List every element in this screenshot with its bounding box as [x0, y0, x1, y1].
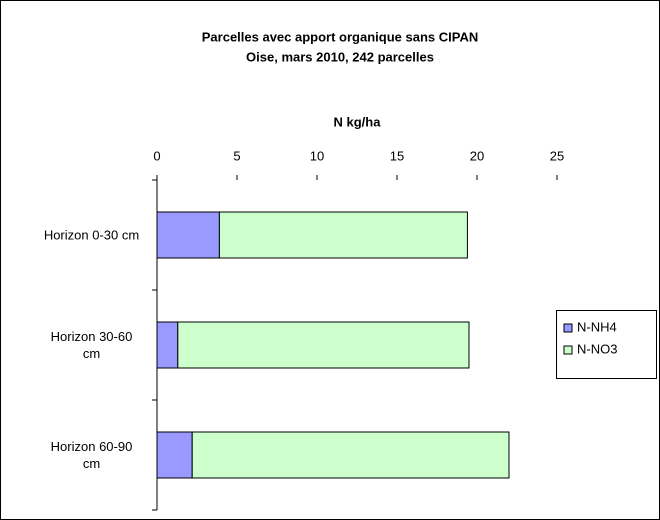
bar-segment: [218, 211, 468, 259]
bar-segment: [177, 321, 470, 369]
chart-subtitle: Oise, mars 2010, 242 parcelles: [246, 49, 434, 64]
legend-box: [556, 310, 657, 379]
y-tick-label: Horizon 0-30 cm: [43, 227, 140, 243]
bar-segment: [156, 431, 193, 479]
chart-title: Parcelles avec apport organique sans CIP…: [202, 29, 478, 44]
y-tick-label: Horizon 30-60 cm: [50, 329, 133, 361]
legend-label: N-NH4: [577, 319, 617, 334]
x-tick-label: 25: [550, 148, 564, 163]
legend-swatch: [563, 323, 573, 333]
legend-swatch: [563, 345, 573, 355]
legend-label: N-NO3: [577, 341, 617, 356]
x-axis-label: N kg/ha: [334, 114, 382, 129]
x-tick-label: 5: [233, 148, 240, 163]
bar-segment: [156, 211, 220, 259]
x-tick-label: 10: [310, 148, 324, 163]
y-tick-label: Horizon 60-90 cm: [50, 439, 133, 471]
x-tick-label: 20: [470, 148, 484, 163]
x-tick-label: 15: [390, 148, 404, 163]
bar-segment: [191, 431, 510, 479]
x-tick-label: 0: [153, 148, 160, 163]
bar-segment: [156, 321, 179, 369]
